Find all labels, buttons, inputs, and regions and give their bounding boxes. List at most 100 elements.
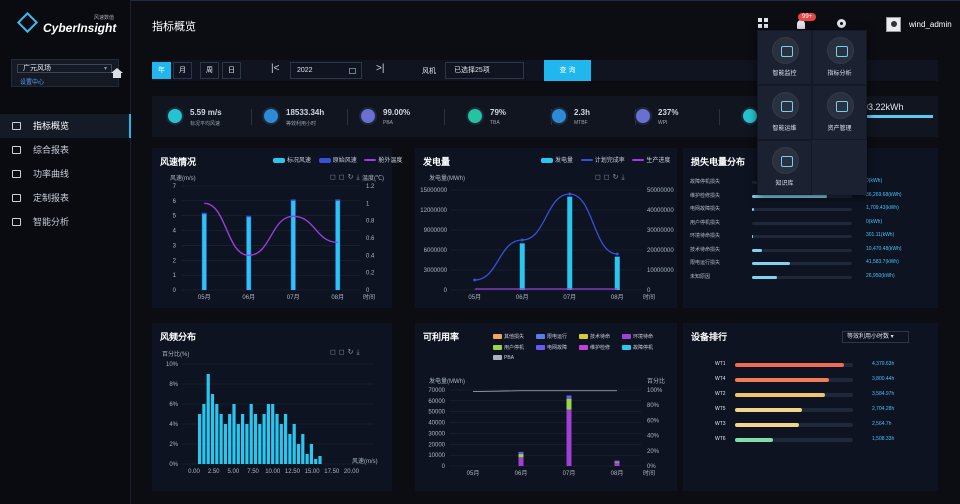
- loss-value: 1,709.43(kWh): [866, 205, 899, 211]
- period-month[interactable]: 月: [173, 62, 192, 79]
- loss-row: 维护检修损失 86,269.68(kWh): [683, 192, 923, 206]
- rank-metric-select[interactable]: 等效利用小时数 ▾: [842, 331, 909, 343]
- freq-chart: 百分比(%) 0% 2% 4% 6% 8% 10% 0.00 2.50 5.00 7.50 10.00…: [162, 350, 378, 475]
- loss-bar-track: [752, 275, 852, 279]
- power-panel: 发电量 发电量 计划完成率 生产进度 ◻◻↻⤓ 发电量(MWh) 0 3000000…: [415, 148, 677, 308]
- y2-axis-title: 温度(℃): [362, 174, 384, 182]
- sidebar-item-3[interactable]: 定制报表: [0, 186, 131, 210]
- loss-bar-fill: [752, 275, 777, 279]
- y2-tick-label: 30000000: [647, 228, 674, 234]
- y2-tick-label: 0%: [647, 464, 656, 470]
- chart-tools[interactable]: ◻◻↻⤓: [330, 349, 363, 356]
- period-year[interactable]: 年: [152, 62, 171, 79]
- query-button[interactable]: 查 询: [544, 60, 591, 81]
- freq-bar: [198, 414, 202, 464]
- menu-item-knowledge[interactable]: 知识库: [757, 140, 812, 195]
- x-tick-label: 5.00: [228, 469, 240, 475]
- loss-name: 限电运行损失: [690, 260, 721, 266]
- loss-bar-track: [752, 262, 852, 265]
- legend-swatch: [579, 345, 588, 351]
- y2-tick-label: 0: [366, 288, 370, 294]
- sidebar-item-0[interactable]: 指标概览: [0, 114, 131, 138]
- config-center-link[interactable]: 设置中心: [20, 80, 45, 86]
- apps-grid-icon[interactable]: [758, 18, 768, 28]
- kpi-icon: [550, 107, 568, 125]
- prev-year-icon[interactable]: |<: [271, 63, 280, 74]
- loss-name: 环境待命损失: [690, 233, 721, 239]
- freq-bar: [223, 424, 227, 464]
- username[interactable]: wind_admin: [909, 20, 952, 29]
- legend-item: PBA: [493, 355, 514, 361]
- next-year-icon[interactable]: >|: [376, 63, 385, 74]
- y-tick-label: 9000000: [424, 228, 448, 234]
- rank-value: 3,584.97h: [872, 391, 895, 397]
- kpi-icon: [166, 107, 184, 125]
- y-tick-label: 3: [173, 243, 177, 249]
- y2-tick-label: 80%: [647, 403, 660, 409]
- stack-segment: [518, 454, 524, 458]
- monitor-chart-icon: [772, 37, 799, 64]
- loss-value: 0(kWh): [866, 218, 883, 225]
- x-tick-label: 06月: [242, 294, 255, 301]
- sidebar-item-1[interactable]: 综合报表: [0, 138, 131, 162]
- loss-value: 10,470.48(kWh): [866, 245, 902, 252]
- loss-bar-track: [752, 221, 852, 225]
- freq-bar: [258, 424, 262, 464]
- home-icon[interactable]: [111, 68, 123, 78]
- chart-tools[interactable]: ◻◻↻⤓: [330, 174, 363, 181]
- x-tick-label: 7.50: [247, 469, 259, 475]
- bell-icon[interactable]: [797, 20, 805, 29]
- freq-panel: 风频分布 ◻◻↻⤓ 百分比(%) 0% 2% 4% 6% 8% 10% 0.00 2.50 5.0…: [152, 323, 392, 491]
- loss-name: 维护检修损失: [690, 192, 721, 199]
- x-tick-label: 07月: [563, 294, 576, 301]
- rank-name: WT6: [715, 436, 726, 442]
- rank-title: 设备排行: [691, 332, 728, 342]
- rank-bar-track: [735, 438, 853, 442]
- x-axis-title: 风速(m/s): [352, 458, 378, 465]
- avatar[interactable]: [886, 17, 901, 32]
- x-tick-label: 2.50: [208, 469, 220, 475]
- stack-segment: [566, 395, 572, 399]
- bar-std-wind: [335, 200, 340, 290]
- pba-line: [472, 390, 617, 392]
- menu-item-analysis[interactable]: 指标分析: [812, 30, 867, 85]
- logo[interactable]: CyberInsight 风速数值: [16, 11, 126, 36]
- loss-row: 未知原因 26,950(kWh): [683, 273, 923, 287]
- chart-tools[interactable]: ◻◻↻⤓: [595, 174, 628, 181]
- freq-bar: [266, 404, 270, 464]
- bar-generation: [519, 243, 525, 290]
- legend-item: 用户停机: [493, 344, 524, 351]
- station-select[interactable]: 广元风场 ▾: [17, 64, 112, 73]
- period-day[interactable]: 日: [222, 62, 241, 79]
- menu-item-asset[interactable]: 资产管理: [812, 85, 867, 140]
- loss-row: 环境待命损失 301.11(kWh): [683, 232, 923, 246]
- period-week[interactable]: 周: [200, 62, 219, 79]
- y-tick-label: 4%: [169, 422, 178, 428]
- x-tick-label: 08月: [611, 294, 624, 301]
- power-legend: 发电量 计划完成率 生产进度: [535, 155, 670, 164]
- sidebar-item-2[interactable]: 功率曲线: [0, 162, 131, 186]
- menu-item-maintenance[interactable]: 智能运维: [757, 85, 812, 140]
- bar-std-wind: [202, 214, 207, 290]
- bar-generation: [614, 256, 620, 290]
- sidebar-item-4[interactable]: 智能分析: [0, 210, 131, 234]
- freq-bar: [292, 424, 296, 464]
- rank-bar-track: [735, 393, 853, 397]
- freq-bar: [232, 404, 236, 464]
- menu-item-monitor-chart[interactable]: 智能监控: [757, 30, 812, 85]
- legend-item: 技术待命: [579, 333, 610, 340]
- kpi-label: 标况平均风速: [190, 121, 221, 127]
- y2-tick-label: 0.8: [366, 219, 375, 225]
- year-picker[interactable]: 2022: [290, 62, 362, 79]
- y-tick-label: 60000: [428, 399, 445, 405]
- loss-value: 41,583.7(kWh): [866, 259, 899, 265]
- notification-badge: 99+: [798, 13, 817, 21]
- legend-swatch: [493, 345, 502, 351]
- y-tick-label: 50000: [428, 410, 445, 416]
- loss-bar-fill: [752, 248, 762, 252]
- fan-select[interactable]: 已选择25项: [445, 62, 524, 79]
- gear-icon[interactable]: [837, 19, 846, 28]
- stack-segment: [614, 461, 620, 463]
- kpi-item: 5.59 m/s 标况平均风速: [152, 96, 252, 137]
